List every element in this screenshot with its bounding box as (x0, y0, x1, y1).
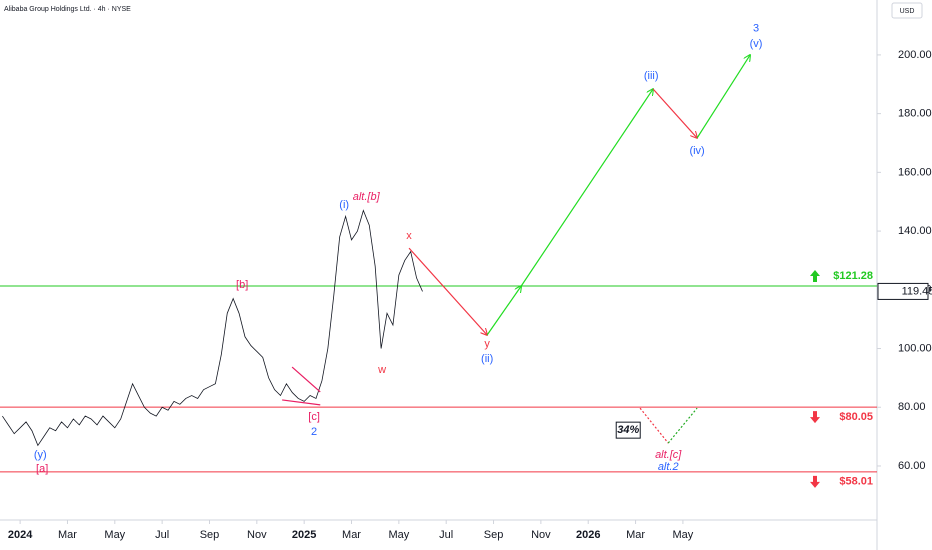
price-line (2, 209, 423, 447)
level-arrow (810, 270, 820, 283)
wave-label: [b] (236, 279, 248, 291)
wave-label: (y) (34, 449, 47, 461)
wave-label: alt.[c] (655, 449, 682, 461)
projection-path (652, 88, 697, 138)
projection-path (667, 407, 698, 444)
chart-title: Alibaba Group Holdings Ltd. · 4h · NYSE (4, 6, 131, 13)
currency-label[interactable]: USD (900, 8, 915, 15)
wave-label: 2 (311, 426, 317, 438)
x-tick-label: May (104, 529, 125, 541)
x-tick-label: 2024 (8, 529, 33, 541)
x-tick-label: Mar (626, 529, 645, 541)
y-tick-label: 100.00 (898, 342, 932, 354)
wave-label: [c] (308, 411, 320, 423)
wave-label: w (377, 364, 386, 376)
probability-box (615, 421, 641, 439)
wave-label: (iv) (689, 145, 704, 157)
wave-label: x (406, 230, 412, 242)
projection-path (639, 407, 669, 444)
x-tick-label: Nov (531, 529, 551, 541)
y-tick-label: 180.00 (898, 108, 932, 120)
wave-label: 3 (753, 23, 759, 35)
x-tick-label: Sep (484, 529, 504, 541)
x-tick-label: May (388, 529, 409, 541)
y-tick-label: 80.00 (898, 401, 926, 413)
y-tick-label: 200.00 (898, 49, 932, 61)
wave-label: (ii) (481, 353, 493, 365)
x-tick-label: Jul (155, 529, 169, 541)
x-tick-label: May (673, 529, 694, 541)
x-tick-label: 2026 (576, 529, 600, 541)
level-arrow (810, 475, 820, 488)
x-tick-label: Jul (439, 529, 453, 541)
y-tick-label: 140.00 (898, 225, 932, 237)
wave-label: alt.[b] (353, 191, 381, 203)
x-tick-label: Nov (247, 529, 267, 541)
y-tick-label: 60.00 (898, 460, 926, 472)
wave-label: [a] (36, 463, 48, 475)
projection-path (291, 366, 321, 393)
wave-label: 34% (617, 424, 639, 436)
x-tick-label: Mar (58, 529, 77, 541)
wave-label: alt.2 (658, 461, 679, 473)
projection-path (696, 55, 750, 139)
x-tick-label: Mar (342, 529, 361, 541)
x-tick-label: 2025 (292, 529, 316, 541)
projection-path (486, 286, 521, 336)
level-arrow (810, 411, 820, 424)
projection-path (282, 399, 321, 406)
level-label: $58.01 (839, 476, 873, 488)
projection-path (520, 89, 653, 287)
level-label: $121.28 (833, 270, 873, 282)
wave-label: y (484, 338, 490, 350)
wave-label: (v) (750, 38, 763, 50)
level-label: $80.05 (839, 411, 873, 423)
last-price-box (877, 282, 929, 300)
y-tick-label: 160.00 (898, 166, 932, 178)
x-tick-label: Sep (200, 529, 220, 541)
wave-label: (iii) (644, 70, 659, 82)
wave-label: (i) (339, 199, 349, 211)
last-price-label: 119.45 (902, 285, 932, 297)
projection-path (408, 247, 487, 335)
currency-box[interactable] (891, 2, 923, 19)
